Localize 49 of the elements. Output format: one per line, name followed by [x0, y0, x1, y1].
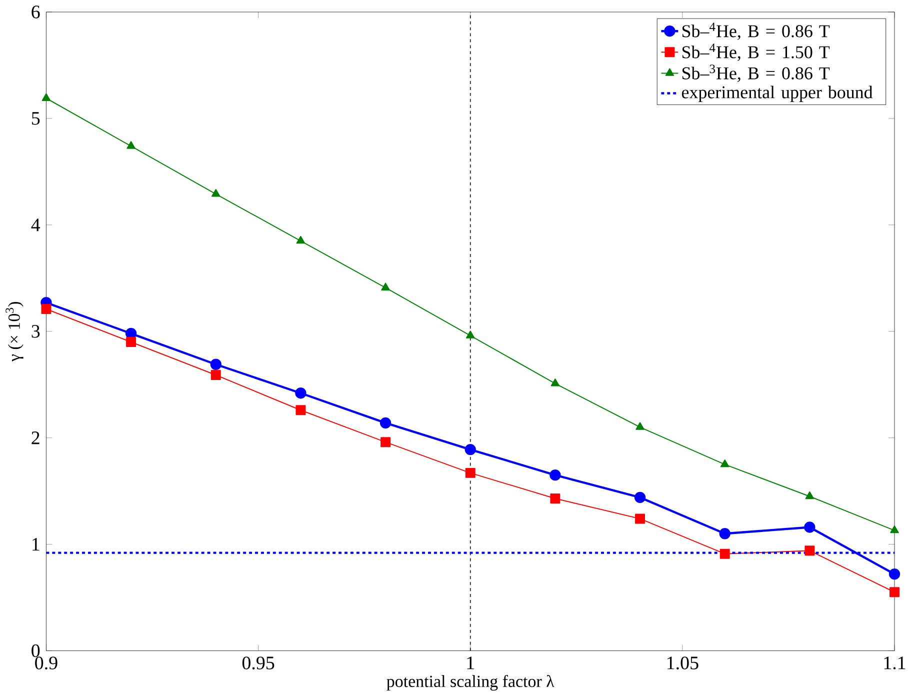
- point: [380, 417, 392, 428]
- point: [210, 358, 222, 370]
- point: [210, 370, 221, 380]
- point: [890, 587, 900, 598]
- point: [296, 405, 306, 416]
- point: [550, 469, 561, 481]
- point: [550, 378, 560, 386]
- point: [41, 304, 52, 314]
- point: [550, 493, 560, 504]
- legend-label: Sb–$^{3}$He, B = 0.86 T: [682, 64, 830, 82]
- y-tick-label: 0: [32, 644, 40, 658]
- point: [719, 528, 730, 540]
- point: [126, 336, 136, 347]
- x-axis-title: potential scaling factor λ: [386, 674, 554, 690]
- point: [720, 548, 730, 559]
- point: [380, 436, 391, 447]
- x-tick-label: 0.95: [242, 656, 274, 670]
- point: [635, 514, 646, 524]
- point: [295, 387, 306, 399]
- point: [804, 522, 816, 533]
- x-tick-label: 0.9: [35, 656, 58, 670]
- y-tick-label: 2: [32, 431, 40, 444]
- point: [888, 568, 900, 580]
- point: [381, 282, 390, 290]
- point: [890, 525, 899, 534]
- point: [42, 93, 51, 101]
- point: [465, 468, 476, 478]
- point: [211, 188, 220, 197]
- y-tick-label: 4: [31, 218, 40, 232]
- legend-label: experimental upper bound: [682, 86, 873, 102]
- y-tick-label: 1: [32, 538, 40, 550]
- y-tick-label: 6: [32, 6, 40, 18]
- point: [126, 141, 136, 149]
- x-tick-label: 1.1: [884, 656, 906, 670]
- legend-label: Sb–$^{4}$He, B = 0.86 T: [682, 22, 830, 40]
- x-tick-label: 1: [467, 656, 474, 669]
- point: [466, 330, 475, 338]
- y-tick-label: 3: [32, 324, 40, 338]
- y-axis-title: γ (× 10$^{3}$): [6, 302, 24, 362]
- point: [464, 444, 476, 456]
- legend-label: Sb–$^{4}$He, B = 1.50 T: [682, 43, 830, 61]
- point: [634, 492, 646, 503]
- y-tick-label: 5: [32, 112, 40, 125]
- x-tick-label: 1.05: [668, 656, 698, 670]
- point: [636, 422, 644, 430]
- point: [296, 236, 306, 244]
- point: [804, 546, 815, 556]
- point: [805, 491, 814, 499]
- point: [720, 459, 730, 468]
